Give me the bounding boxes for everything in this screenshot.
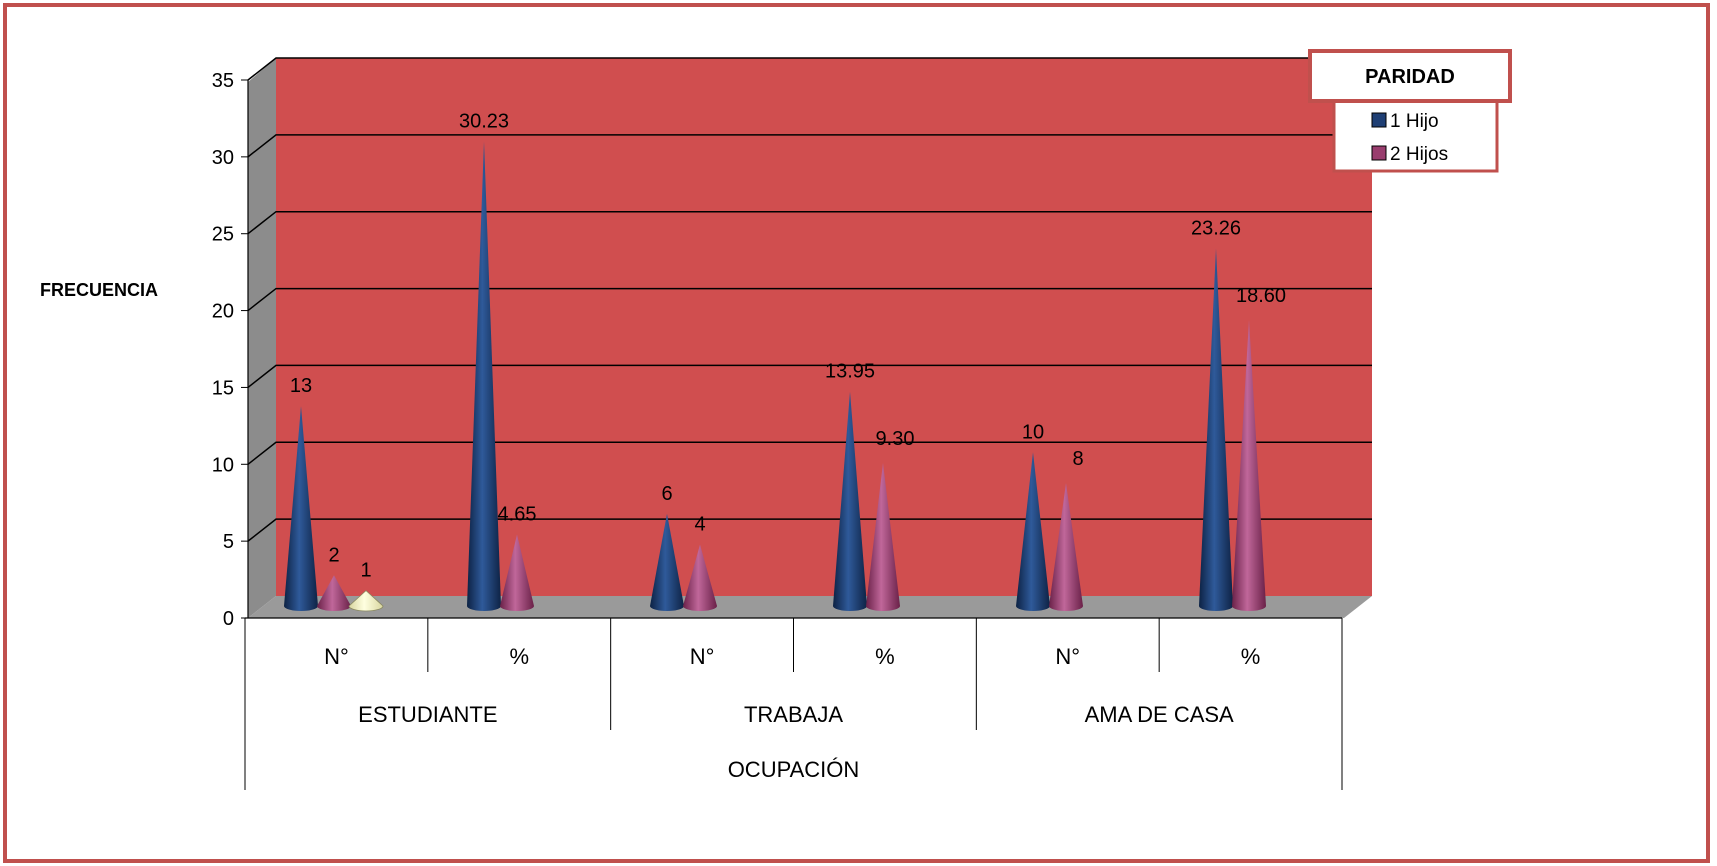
y-axis-title: FRECUENCIA bbox=[40, 280, 158, 300]
x-axis-title: OCUPACIÓN bbox=[728, 757, 860, 782]
legend: PARIDAD 1 Hijo 2 Hijos bbox=[1308, 49, 1512, 173]
gridline bbox=[247, 364, 1372, 389]
legend-title: PARIDAD bbox=[1365, 66, 1455, 88]
data-label: 13 bbox=[290, 375, 312, 397]
data-label: 9.30 bbox=[876, 428, 915, 450]
cone-mark bbox=[467, 141, 501, 611]
cone-body bbox=[317, 575, 351, 611]
cone-mark bbox=[348, 590, 384, 612]
x-subcategory-label: % bbox=[509, 644, 529, 669]
cone-body bbox=[833, 391, 867, 611]
x-subcategory-label: N° bbox=[324, 644, 349, 669]
data-label: 4.65 bbox=[498, 504, 537, 526]
legend-label-1-hijo: 1 Hijo bbox=[1390, 111, 1439, 132]
data-label: 8 bbox=[1072, 448, 1083, 470]
x-subcategory-label: % bbox=[875, 644, 895, 669]
x-axis: N°% N°% N° % ESTUDIANTE TRABAJA AMA DE CASA OCU… bbox=[244, 617, 1343, 790]
cone-mark bbox=[866, 463, 900, 611]
x-group-label: AMA DE CASA bbox=[1085, 702, 1234, 727]
cone-mark bbox=[1232, 320, 1266, 611]
cone-body bbox=[1232, 320, 1266, 611]
gridline bbox=[247, 134, 1372, 158]
data-label: 2 bbox=[328, 544, 339, 566]
y-tick-label: 30 bbox=[212, 147, 234, 169]
cone-body bbox=[650, 513, 684, 611]
legend-box bbox=[1332, 98, 1499, 173]
gridline bbox=[247, 287, 1372, 312]
y-tick-label: 35 bbox=[212, 70, 234, 92]
data-labels: 13 30.23 6 13.95 10 23.26 2 4.65 4 9.30 8 18.60 1 bbox=[290, 110, 1286, 581]
y-tick-label: 25 bbox=[212, 224, 234, 246]
data-label: 23.26 bbox=[1191, 217, 1241, 239]
data-label: 4 bbox=[694, 514, 705, 536]
x-group-label: ESTUDIANTE bbox=[358, 702, 497, 727]
cone-body bbox=[1049, 483, 1083, 611]
gridline bbox=[247, 210, 1372, 235]
cone-mark bbox=[833, 391, 867, 611]
x-subcategory-label: N° bbox=[690, 644, 715, 669]
data-label: 13.95 bbox=[825, 361, 875, 383]
gridline bbox=[247, 441, 1372, 465]
cone-body bbox=[866, 463, 900, 611]
legend-title-box bbox=[1308, 49, 1512, 103]
cone-mark bbox=[1016, 452, 1050, 611]
cone-body bbox=[348, 590, 384, 612]
y-tick-label: 0 bbox=[223, 608, 234, 630]
y-tick-label: 10 bbox=[212, 454, 234, 476]
x-subcategory-label: N° bbox=[1055, 644, 1080, 669]
data-label: 1 bbox=[360, 560, 371, 582]
cone-mark bbox=[1199, 248, 1233, 611]
gridlines bbox=[247, 57, 1372, 542]
side-wall bbox=[248, 58, 276, 618]
cone-mark bbox=[650, 513, 684, 611]
legend-swatch-2-hijos bbox=[1371, 145, 1387, 161]
cone-body bbox=[500, 534, 534, 611]
cone-mark bbox=[683, 544, 717, 611]
y-tick-label: 5 bbox=[223, 531, 234, 553]
data-label: 10 bbox=[1022, 421, 1044, 443]
cone-body bbox=[1016, 452, 1050, 611]
x-subcategory-label: % bbox=[1241, 644, 1261, 669]
cone-body bbox=[284, 406, 318, 611]
cone-body bbox=[683, 544, 717, 611]
back-wall bbox=[276, 58, 1372, 596]
cone-body bbox=[1199, 248, 1233, 611]
cone-body bbox=[467, 141, 501, 611]
data-label: 6 bbox=[661, 483, 672, 505]
cone-mark bbox=[284, 406, 318, 611]
cone-mark bbox=[317, 575, 351, 611]
y-tick-label: 20 bbox=[212, 301, 234, 323]
cones bbox=[284, 141, 1266, 612]
gridline bbox=[247, 518, 1372, 542]
legend-swatch-1-hijo bbox=[1371, 112, 1387, 128]
cone-mark bbox=[1049, 483, 1083, 611]
gridline bbox=[247, 57, 1372, 81]
x-group-label: TRABAJA bbox=[744, 702, 843, 727]
y-axis: 0 5 10 15 20 25 30 35 bbox=[212, 70, 249, 630]
legend-label-2-hijos: 2 Hijos bbox=[1390, 144, 1448, 165]
y-tick-label: 15 bbox=[212, 377, 234, 399]
data-label: 18.60 bbox=[1236, 285, 1286, 307]
data-label: 30.23 bbox=[459, 110, 509, 132]
cone-mark bbox=[500, 534, 534, 611]
